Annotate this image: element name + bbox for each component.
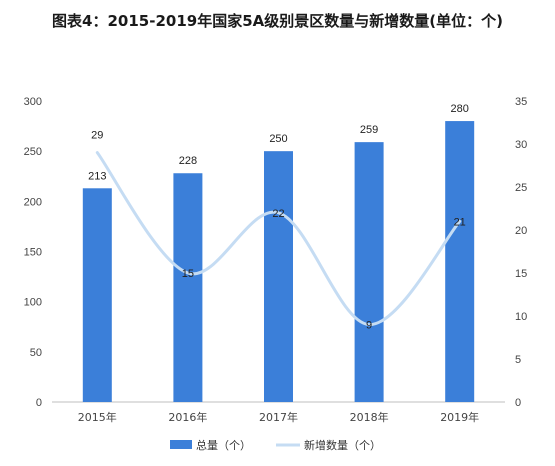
y-right-tick-label: 5 xyxy=(515,354,521,366)
legend-line-label: 新增数量（个） xyxy=(304,438,381,452)
bar-data-label: 213 xyxy=(88,170,106,182)
bar xyxy=(173,173,203,402)
line-data-label: 15 xyxy=(182,268,194,280)
bar-data-label: 259 xyxy=(360,124,378,136)
bar xyxy=(82,188,112,402)
bar-data-label: 250 xyxy=(269,133,287,145)
y-right-tick-label: 25 xyxy=(515,182,527,194)
x-tick-label: 2018年 xyxy=(350,410,389,424)
y-left-tick-label: 300 xyxy=(24,96,42,108)
series-line xyxy=(95,151,462,327)
line-data-label: 22 xyxy=(272,208,284,220)
line-data-label: 21 xyxy=(454,216,466,228)
legend-bar-swatch xyxy=(170,440,192,449)
y-left-tick-label: 0 xyxy=(36,397,42,409)
y-right-tick-label: 30 xyxy=(515,139,527,151)
x-tick-label: 2019年 xyxy=(440,410,479,424)
bar xyxy=(445,121,475,403)
y-left-tick-label: 200 xyxy=(24,196,42,208)
y-left-tick-label: 150 xyxy=(24,247,42,259)
bar xyxy=(264,151,293,402)
x-tick-label: 2016年 xyxy=(168,410,207,424)
y-right-tick-label: 0 xyxy=(515,397,521,409)
chart-title: 图表4：2015-2019年国家5A级别景区数量与新增数量(单位：个) xyxy=(52,12,503,30)
y-right-tick-label: 15 xyxy=(515,268,527,280)
y-left-tick-label: 250 xyxy=(24,146,42,158)
legend-bar-label: 总量（个） xyxy=(196,438,251,452)
y-left-tick-label: 100 xyxy=(24,297,42,309)
y-right-tick-label: 10 xyxy=(515,311,527,323)
line-data-label: 9 xyxy=(366,320,372,332)
y-left-tick-label: 50 xyxy=(30,347,42,359)
bar-data-label: 228 xyxy=(179,155,197,167)
x-tick-label: 2015年 xyxy=(78,410,117,424)
line-data-label: 29 xyxy=(91,130,103,142)
y-right-tick-label: 35 xyxy=(515,96,527,108)
x-tick-label: 2017年 xyxy=(259,410,298,424)
y-right-tick-label: 20 xyxy=(515,225,527,237)
bar xyxy=(354,142,384,403)
bar-data-label: 280 xyxy=(451,103,469,115)
